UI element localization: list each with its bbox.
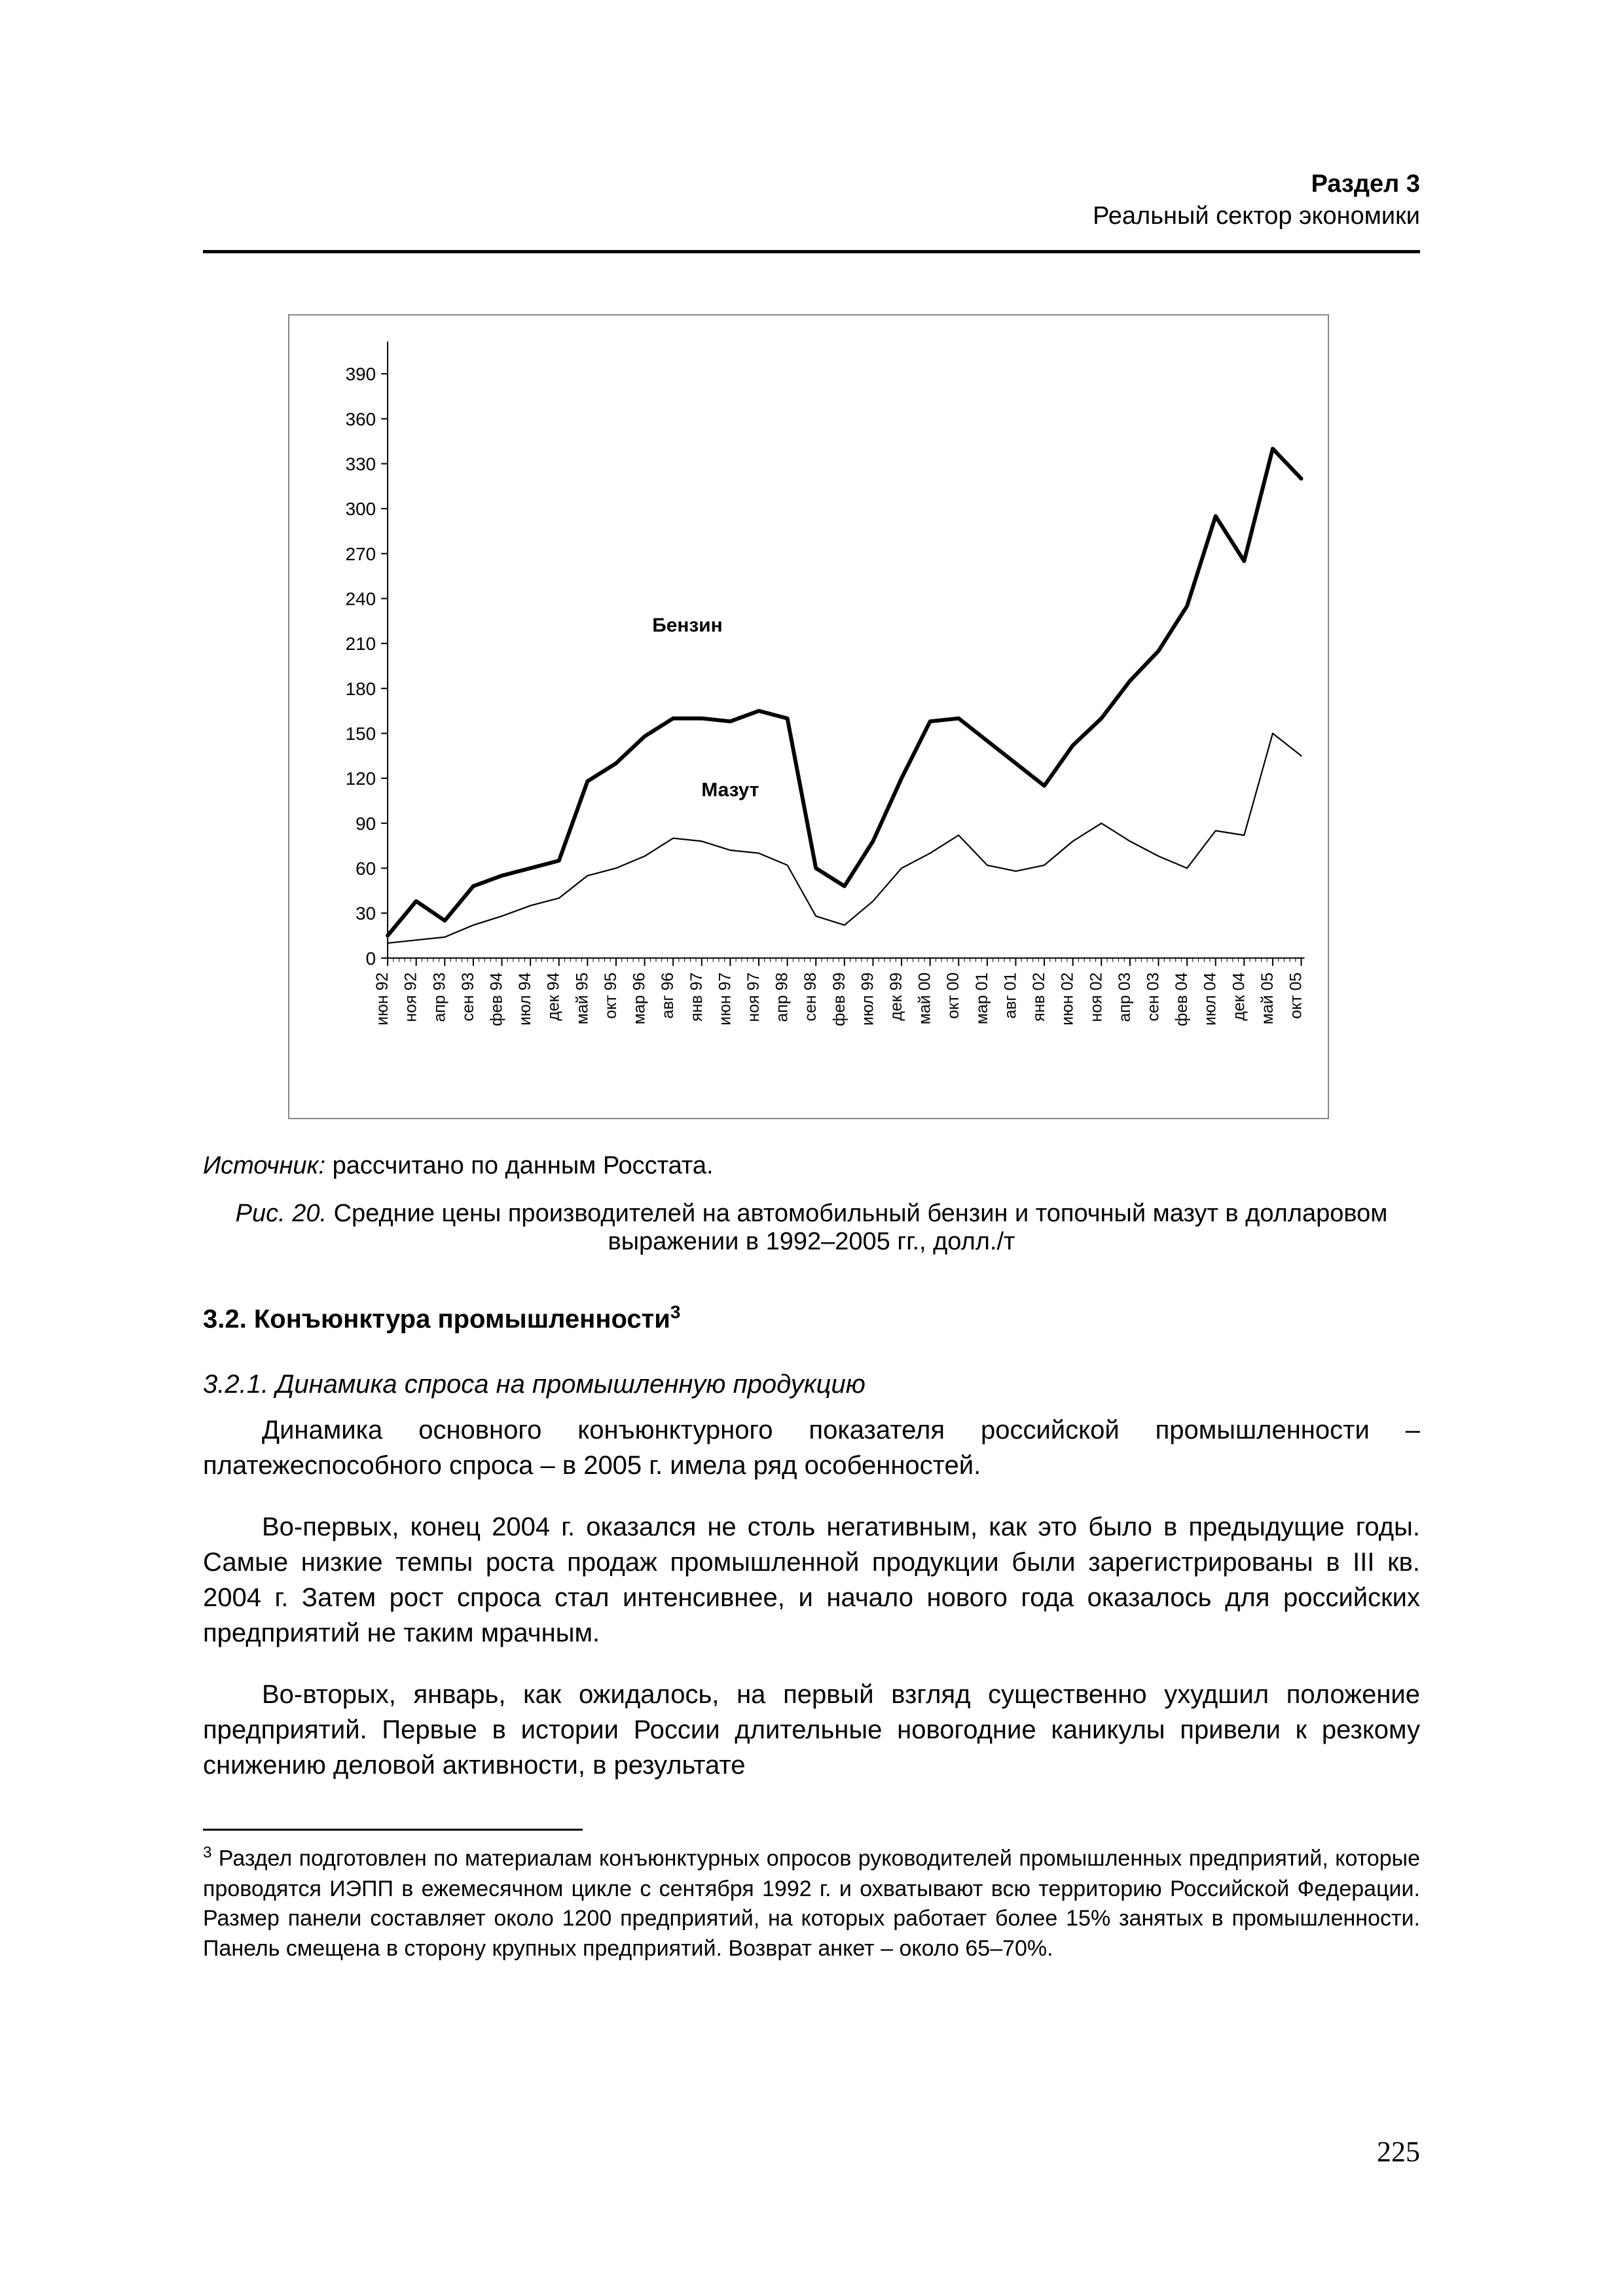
x-axis-label: сен 03 [1144,973,1163,1022]
figure-caption-text: Средние цены производителей на автомобил… [327,1200,1387,1255]
x-axis-label: янв 02 [1030,973,1048,1022]
x-axis-label: дек 04 [1230,973,1248,1021]
x-axis-label: окт 95 [602,973,620,1019]
figure-caption: Рис. 20. Средние цены производителей на … [203,1200,1420,1256]
svg-text:180: 180 [346,679,376,699]
section-number: 3.2. [203,1304,247,1333]
page-root: Раздел 3 Реальный сектор экономики 0 30 60… [0,0,1623,2296]
x-axis-label: ноя 02 [1087,973,1105,1022]
body-paragraph: Во-первых, конец 2004 г. оказался не сто… [203,1509,1420,1651]
running-header: Раздел 3 Реальный сектор экономики [1093,170,1420,230]
x-axis-label: сен 98 [801,973,820,1022]
x-axis-label: июн 97 [716,973,734,1026]
svg-text:120: 120 [346,768,376,789]
page-number: 225 [1377,2135,1420,2168]
svg-text:150: 150 [346,723,376,744]
x-axis-label: июл 99 [858,973,877,1026]
figure-label: Рис. 20. [236,1200,327,1227]
price-chart: 0 30 60 90 120 150 180 210 240 270 300 330 360 390 июн… [288,314,1329,1119]
header-section-label: Раздел 3 [1093,170,1420,198]
x-axis-label: ноя 97 [744,973,763,1022]
svg-text:0: 0 [366,948,376,969]
svg-text:330: 330 [346,454,376,474]
svg-text:300: 300 [346,499,376,519]
x-axis-label: июл 04 [1201,973,1220,1026]
svg-text:360: 360 [346,409,376,429]
x-axis-label: мар 01 [973,973,991,1024]
x-axis-label: апр 98 [773,973,792,1022]
source-label: Источник: [203,1152,325,1179]
x-axis-label: апр 03 [1116,973,1134,1022]
section-footnote-mark: 3 [670,1302,681,1322]
svg-text:240: 240 [346,588,376,609]
x-axis-label: июн 92 [373,973,392,1026]
x-axis-label: авг 01 [1001,973,1019,1019]
x-axis-label: окт 05 [1287,973,1305,1019]
footnote: 3 Раздел подготовлен по материалам конъю… [203,1842,1420,1964]
series-Мазут [388,733,1301,942]
body-paragraph: Во-вторых, январь, как ожидалось, на пер… [203,1677,1420,1783]
x-axis-label: апр 93 [430,973,448,1022]
series-Бензин [388,449,1301,936]
x-axis-label: дек 99 [887,973,905,1021]
x-axis-label: янв 97 [687,973,706,1022]
x-axis-label: фев 94 [488,973,506,1026]
x-axis-label: сен 93 [459,973,477,1022]
x-axis-label: май 00 [916,973,934,1025]
x-axis-label: ноя 92 [402,973,420,1022]
svg-text:270: 270 [346,544,376,564]
x-axis-label: июл 94 [516,973,534,1026]
x-axis-label: июн 02 [1059,973,1077,1026]
svg-text:30: 30 [356,903,376,924]
svg-text:210: 210 [346,634,376,654]
source-text: рассчитано по данным Росстата. [325,1152,714,1179]
footnote-mark: 3 [203,1844,211,1861]
series-label: Мазут [701,780,759,801]
header-subtitle: Реальный сектор экономики [1093,202,1420,230]
svg-text:60: 60 [356,858,376,878]
x-axis-label: май 95 [573,973,591,1025]
x-axis-label: мар 96 [630,973,649,1024]
footnote-text: Раздел подготовлен по материалам конъюнк… [203,1846,1420,1962]
header-rule [203,250,1420,253]
series-label: Бензин [652,615,722,636]
svg-text:390: 390 [346,364,376,384]
body-paragraph: Динамика основного конъюнктурного показа… [203,1412,1420,1483]
chart-svg: 0 30 60 90 120 150 180 210 240 270 300 330 360 390 июн… [289,315,1328,1118]
subsection-heading: 3.2.1. Динамика спроса на промышленную п… [203,1370,1420,1399]
x-axis-label: окт 00 [944,973,962,1019]
section-title: Конъюнктура промышленности [254,1304,670,1333]
x-axis-label: дек 94 [545,973,563,1021]
footnote-rule [203,1829,583,1831]
x-axis-label: фев 04 [1173,973,1191,1026]
x-axis-label: май 05 [1258,973,1277,1025]
x-axis-label: авг 96 [659,973,677,1019]
x-axis-label: фев 99 [830,973,848,1026]
chart-source: Источник: рассчитано по данным Росстата. [203,1152,1420,1180]
section-heading: 3.2. Конъюнктура промышленности3 [203,1302,1420,1334]
svg-text:90: 90 [356,814,376,834]
